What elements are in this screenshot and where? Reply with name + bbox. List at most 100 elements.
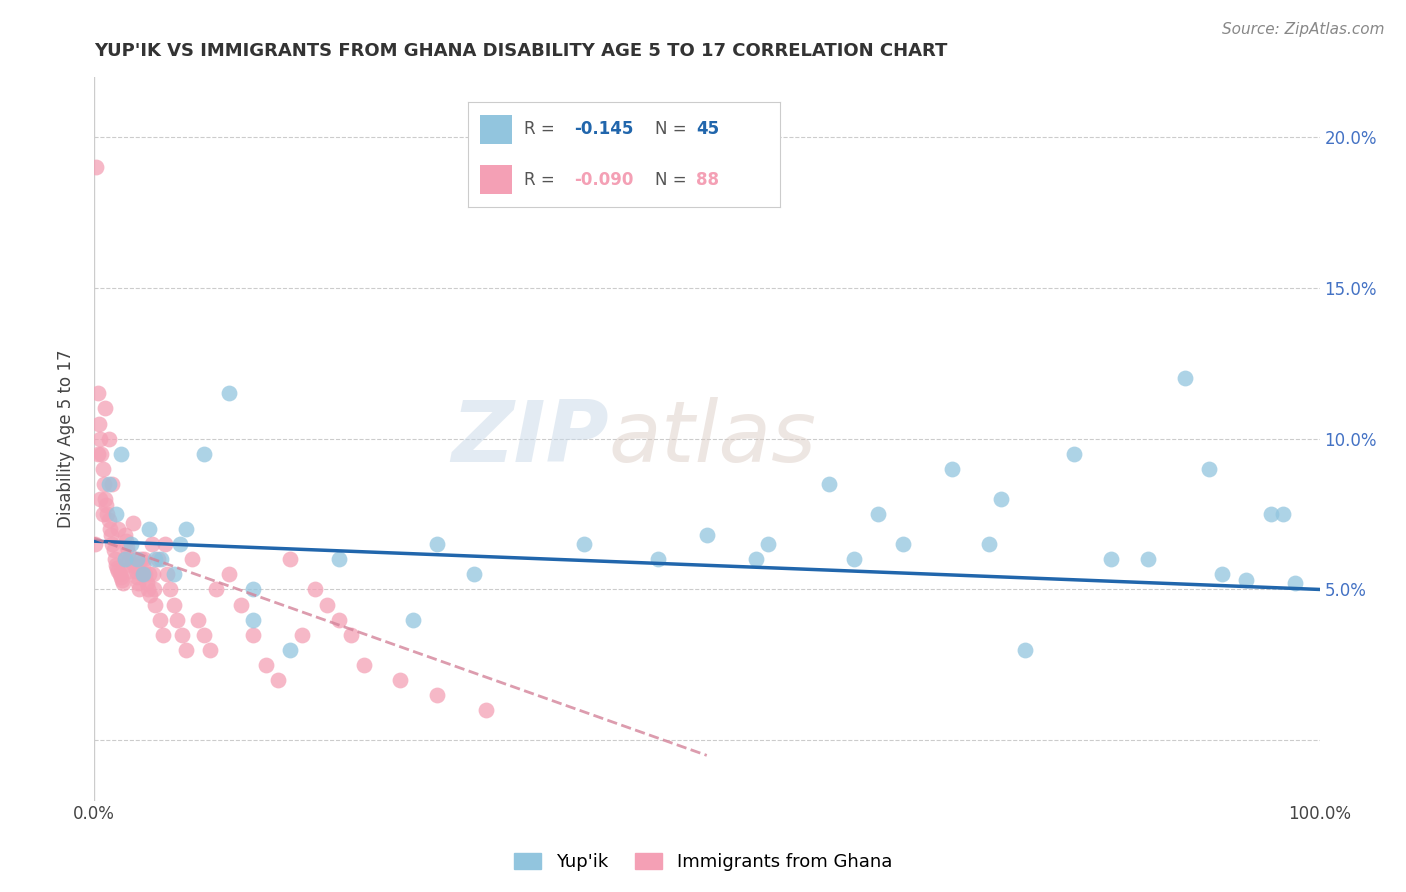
Point bbox=[1271, 507, 1294, 521]
Point bbox=[353, 657, 375, 672]
Point bbox=[138, 567, 160, 582]
Point bbox=[132, 567, 155, 582]
Point bbox=[114, 528, 136, 542]
Point bbox=[143, 582, 166, 597]
Point bbox=[218, 386, 240, 401]
Point bbox=[112, 576, 135, 591]
Point bbox=[1136, 552, 1159, 566]
Point bbox=[1063, 447, 1085, 461]
Text: Source: ZipAtlas.com: Source: ZipAtlas.com bbox=[1222, 22, 1385, 37]
Point bbox=[94, 401, 117, 416]
Point bbox=[463, 567, 485, 582]
Point bbox=[122, 516, 145, 530]
Point bbox=[146, 552, 169, 566]
Point bbox=[121, 565, 143, 579]
Point bbox=[94, 491, 117, 506]
Point bbox=[135, 576, 157, 591]
Point bbox=[120, 558, 142, 573]
Point bbox=[87, 417, 110, 431]
Point bbox=[136, 582, 159, 597]
Point bbox=[426, 537, 449, 551]
Point bbox=[114, 534, 136, 549]
Point bbox=[143, 552, 166, 566]
Point bbox=[1211, 567, 1233, 582]
Text: YUP'IK VS IMMIGRANTS FROM GHANA DISABILITY AGE 5 TO 17 CORRELATION CHART: YUP'IK VS IMMIGRANTS FROM GHANA DISABILI… bbox=[94, 42, 948, 60]
Point bbox=[1014, 642, 1036, 657]
Point bbox=[159, 582, 181, 597]
Point bbox=[156, 567, 179, 582]
Point bbox=[891, 537, 914, 551]
Point bbox=[1099, 552, 1122, 566]
Point bbox=[132, 558, 155, 573]
Point bbox=[756, 537, 779, 551]
Point bbox=[107, 565, 129, 579]
Point bbox=[142, 567, 165, 582]
Point bbox=[389, 673, 412, 687]
Point bbox=[242, 613, 264, 627]
Point bbox=[842, 552, 865, 566]
Point bbox=[162, 567, 184, 582]
Point bbox=[152, 628, 174, 642]
Point bbox=[242, 582, 264, 597]
Point bbox=[150, 552, 173, 566]
Point bbox=[108, 567, 131, 582]
Point bbox=[181, 552, 204, 566]
Point bbox=[174, 642, 197, 657]
Point bbox=[426, 688, 449, 702]
Point bbox=[110, 570, 132, 584]
Point bbox=[114, 552, 136, 566]
Text: ZIP: ZIP bbox=[451, 397, 609, 480]
Point bbox=[115, 540, 138, 554]
Point bbox=[162, 598, 184, 612]
Point bbox=[143, 598, 166, 612]
Point bbox=[1260, 507, 1282, 521]
Point bbox=[89, 432, 111, 446]
Point bbox=[187, 613, 209, 627]
Point bbox=[990, 491, 1012, 506]
Point bbox=[101, 537, 124, 551]
Point bbox=[114, 552, 136, 566]
Point bbox=[91, 507, 114, 521]
Point bbox=[125, 552, 148, 566]
Point bbox=[86, 160, 108, 174]
Point bbox=[97, 513, 120, 527]
Point bbox=[127, 576, 149, 591]
Point bbox=[328, 552, 350, 566]
Point bbox=[90, 447, 112, 461]
Point bbox=[172, 628, 194, 642]
Point bbox=[267, 673, 290, 687]
Point bbox=[291, 628, 314, 642]
Point bbox=[125, 570, 148, 584]
Point bbox=[328, 613, 350, 627]
Point bbox=[218, 567, 240, 582]
Point bbox=[104, 507, 127, 521]
Point bbox=[86, 386, 108, 401]
Point bbox=[696, 528, 718, 542]
Point bbox=[124, 558, 146, 573]
Point bbox=[91, 462, 114, 476]
Point bbox=[97, 432, 120, 446]
Point bbox=[153, 537, 176, 551]
Point bbox=[278, 552, 301, 566]
Point bbox=[101, 476, 124, 491]
Point bbox=[84, 537, 107, 551]
Point bbox=[200, 642, 222, 657]
Point bbox=[97, 476, 120, 491]
Point bbox=[131, 567, 153, 582]
Point bbox=[138, 522, 160, 536]
Text: atlas: atlas bbox=[609, 397, 817, 480]
Point bbox=[100, 528, 122, 542]
Point bbox=[1198, 462, 1220, 476]
Point bbox=[868, 507, 890, 521]
Point bbox=[124, 565, 146, 579]
Point bbox=[105, 561, 128, 575]
Point bbox=[89, 491, 111, 506]
Point bbox=[111, 574, 134, 588]
Point bbox=[340, 628, 363, 642]
Point bbox=[169, 537, 191, 551]
Point bbox=[278, 642, 301, 657]
Point bbox=[193, 628, 215, 642]
Point bbox=[977, 537, 1000, 551]
Point bbox=[315, 598, 337, 612]
Point bbox=[1284, 576, 1306, 591]
